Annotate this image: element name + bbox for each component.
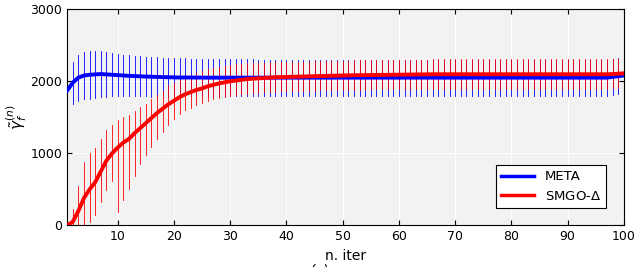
- Text: (n): (n): [310, 264, 330, 267]
- Legend: META, SMGO-$\Delta$: META, SMGO-$\Delta$: [496, 165, 606, 208]
- Y-axis label: $\tilde{\gamma}_f^{(n)}$: $\tilde{\gamma}_f^{(n)}$: [4, 105, 29, 130]
- X-axis label: n. iter: n. iter: [325, 249, 366, 263]
